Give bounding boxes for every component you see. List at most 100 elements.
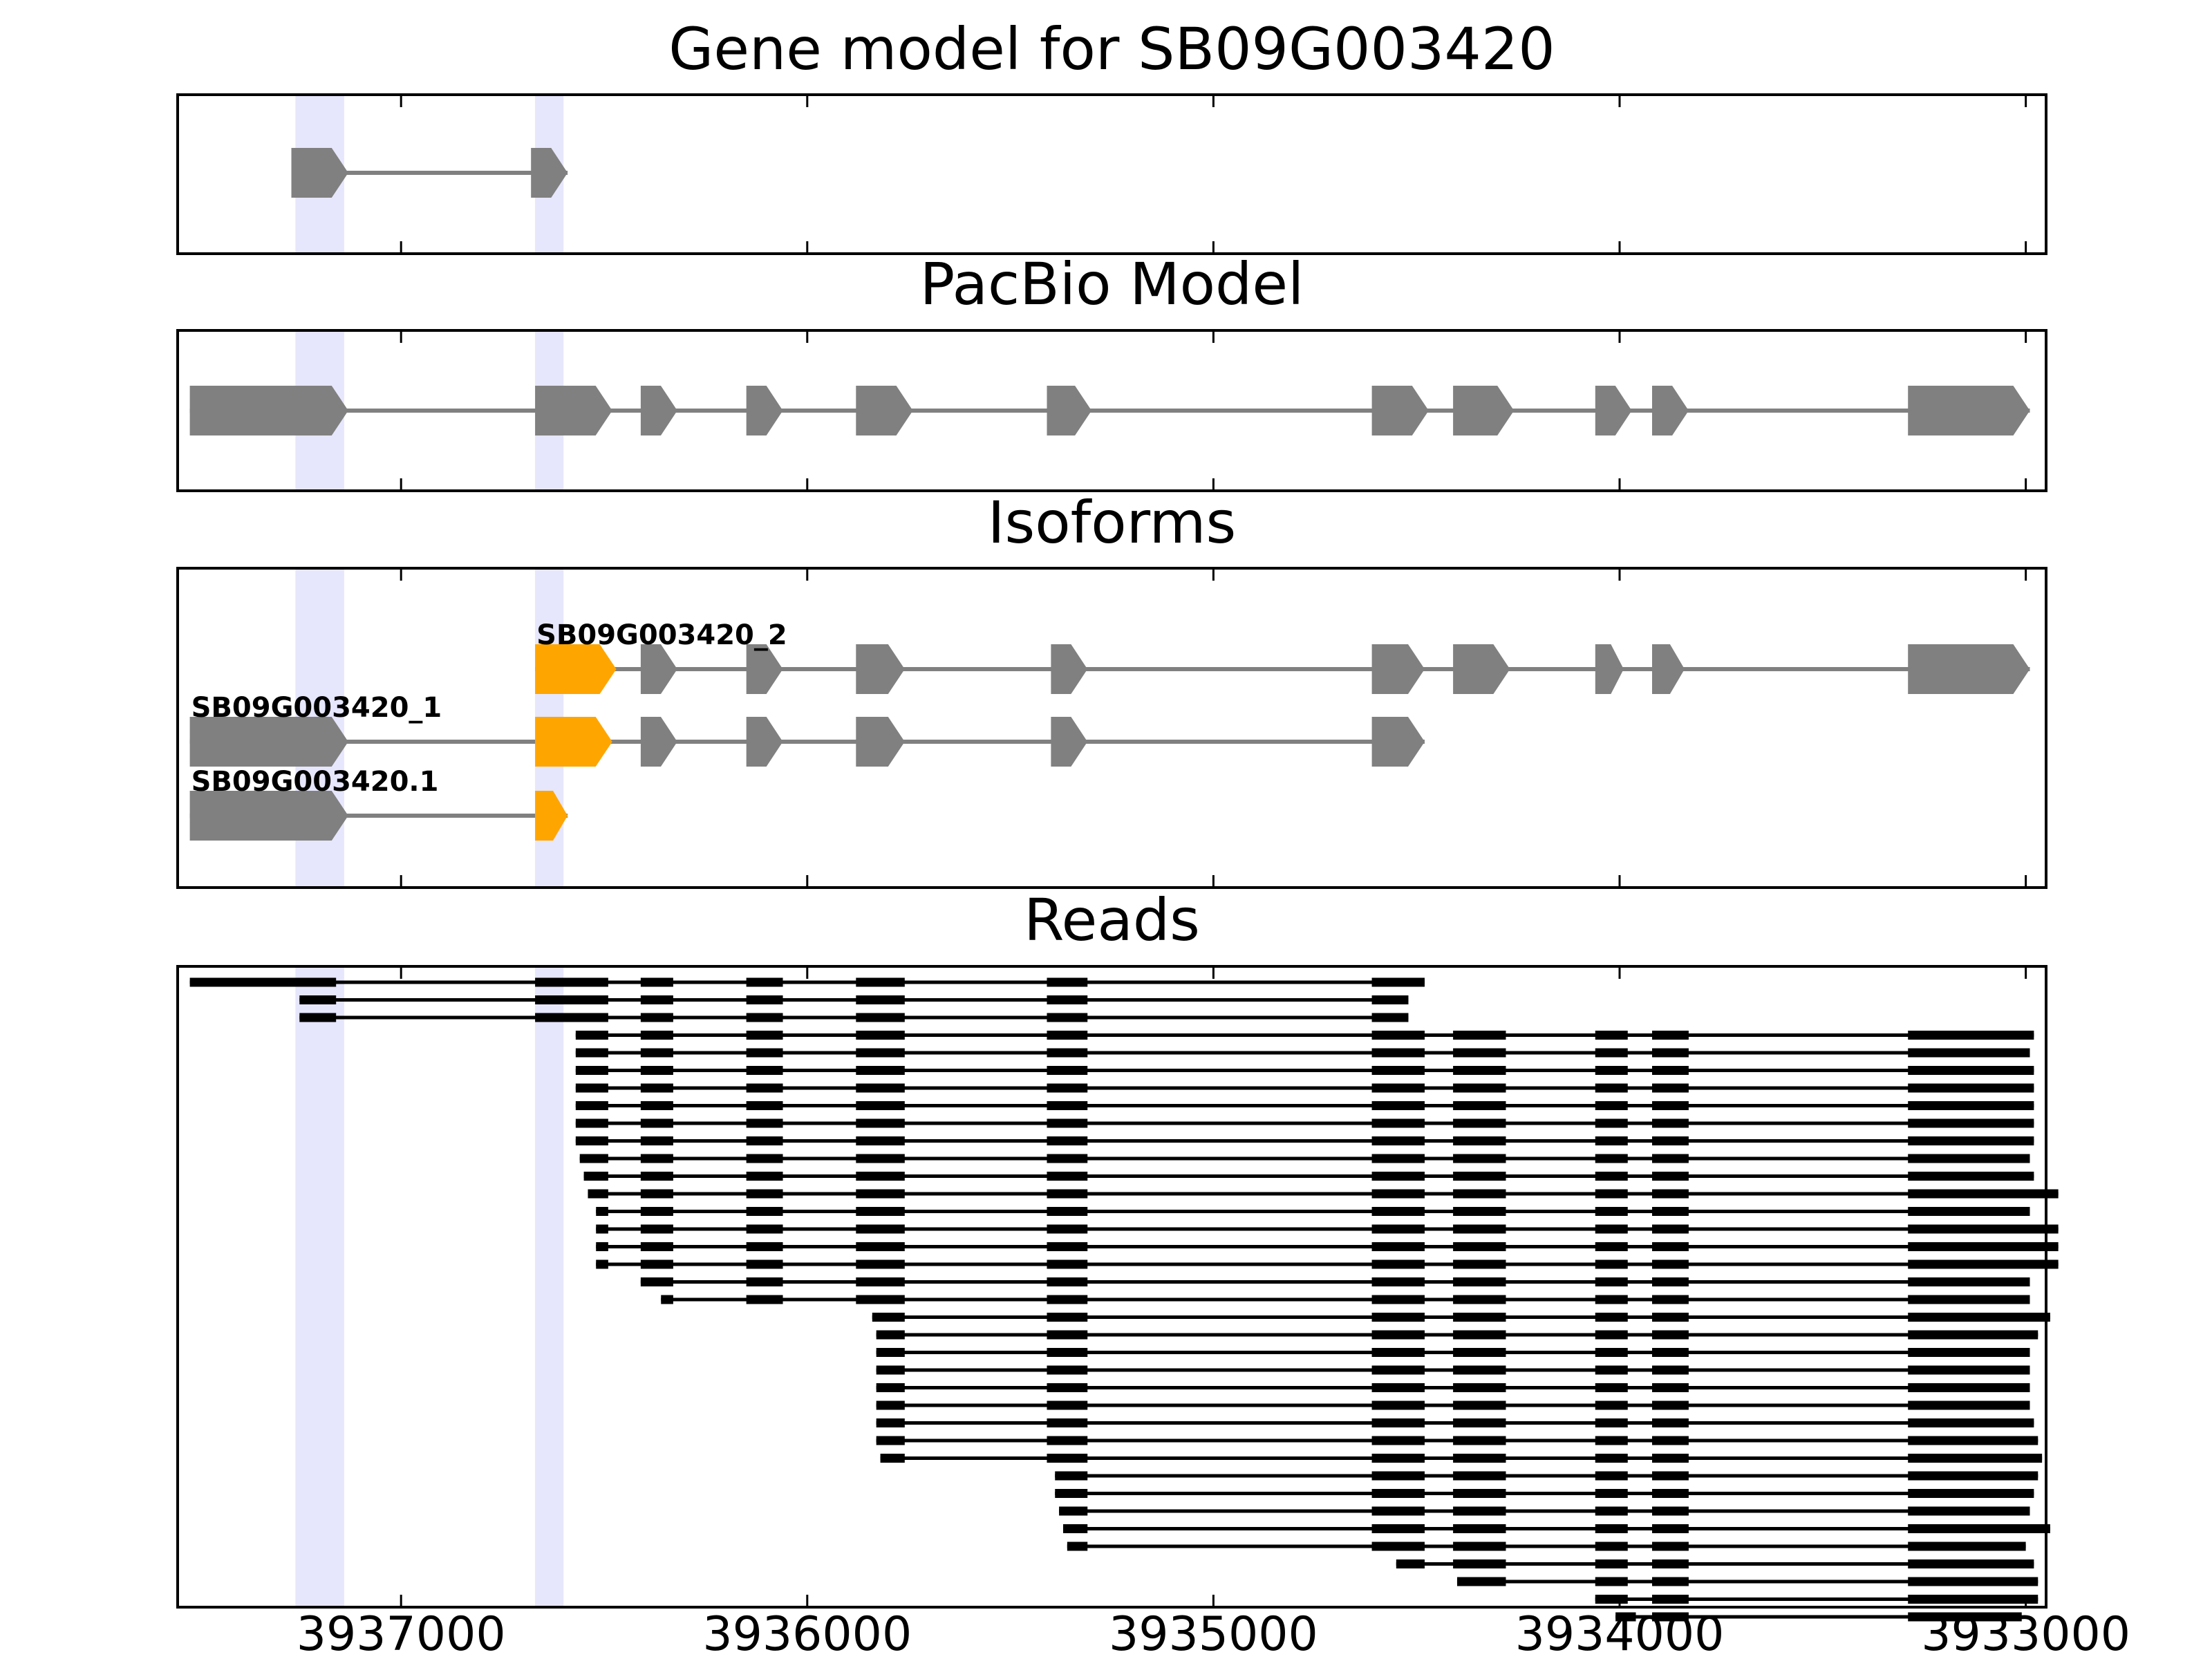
- read-exon: [1047, 1048, 1088, 1058]
- read: [876, 1348, 2030, 1357]
- isoform-label: SB09G003420_2: [536, 619, 787, 651]
- read-exon: [746, 1136, 783, 1145]
- x-tick-label: 3935000: [1109, 1607, 1318, 1659]
- read-exon: [1453, 1400, 1506, 1410]
- panel-background: [178, 568, 2046, 888]
- read-exon: [1047, 1383, 1088, 1392]
- read-exon: [1371, 1083, 1425, 1093]
- read-exon: [746, 1031, 783, 1040]
- read-exon: [1453, 1295, 1506, 1304]
- read: [575, 1083, 2034, 1093]
- read: [1055, 1471, 2038, 1481]
- read-exon: [1908, 1365, 2030, 1375]
- read-exon: [1652, 1066, 1689, 1075]
- exon-highlighted: [535, 717, 612, 767]
- read-exon: [575, 1101, 608, 1110]
- read-exon: [1652, 1101, 1689, 1110]
- read-exon: [1908, 1172, 2034, 1181]
- read-exon: [746, 1277, 783, 1286]
- read-exon: [299, 1013, 337, 1022]
- exon: [1371, 717, 1425, 767]
- read-exon: [1595, 1207, 1628, 1216]
- read-exon: [1615, 1612, 1636, 1622]
- read-exon: [856, 1259, 905, 1269]
- read-exon: [746, 1118, 783, 1128]
- read-exon: [1652, 1348, 1689, 1357]
- x-tick-label: 3936000: [702, 1607, 912, 1659]
- read-exon: [1595, 1313, 1628, 1322]
- panel-title: Gene model for SB09G003420: [668, 15, 1555, 83]
- read: [1055, 1489, 2034, 1498]
- read-exon: [1371, 1189, 1425, 1199]
- read-exon: [856, 1048, 905, 1058]
- exon: [1371, 644, 1425, 694]
- panel-title: PacBio Model: [920, 250, 1304, 318]
- read-exon: [640, 1136, 673, 1145]
- read-exon: [1047, 1154, 1088, 1163]
- read-exon: [1595, 1524, 1628, 1533]
- read-exon: [1047, 995, 1088, 1004]
- read-exon: [746, 1242, 783, 1251]
- exon: [640, 386, 677, 435]
- read-exon: [746, 1083, 783, 1093]
- read-exon: [876, 1365, 905, 1375]
- panel-pacbio-model: PacBio Model: [176, 250, 2047, 492]
- exon: [856, 717, 905, 767]
- read-exon: [583, 1172, 608, 1181]
- read-exon: [1652, 1313, 1689, 1322]
- read: [189, 977, 1425, 987]
- exon: [1371, 386, 1429, 435]
- read-exon: [1371, 1489, 1425, 1498]
- read-exon: [1595, 1277, 1628, 1286]
- read-exon: [1371, 1295, 1425, 1304]
- read-exon: [1453, 1330, 1506, 1340]
- read-exon: [1908, 1295, 2030, 1304]
- read-exon: [1652, 1612, 1689, 1622]
- read-exon: [1595, 1330, 1628, 1340]
- read-exon: [1371, 1418, 1425, 1427]
- read-exon: [1453, 1189, 1506, 1199]
- read-exon: [1453, 1136, 1506, 1145]
- read-exon: [1595, 1295, 1628, 1304]
- read-exon: [1047, 1454, 1088, 1463]
- read: [640, 1277, 2030, 1286]
- read-exon: [1652, 1506, 1689, 1516]
- read-exon: [746, 1189, 783, 1199]
- read-exon: [1047, 1083, 1088, 1093]
- read-exon: [1371, 1313, 1425, 1322]
- exon: [856, 386, 913, 435]
- read: [876, 1383, 2030, 1392]
- read-exon: [1453, 1383, 1506, 1392]
- read-exon: [1047, 1259, 1088, 1269]
- read-exon: [1371, 1031, 1425, 1040]
- read-exon: [1453, 1418, 1506, 1427]
- read-exon: [640, 1066, 673, 1075]
- read-exon: [535, 1013, 608, 1022]
- read-exon: [1908, 1506, 2030, 1516]
- read-exon: [1371, 1454, 1425, 1463]
- read-exon: [1453, 1559, 1506, 1568]
- read-exon: [856, 1101, 905, 1110]
- read-exon: [640, 1224, 673, 1234]
- read-exon: [1908, 1242, 2059, 1251]
- read-exon: [1652, 1489, 1689, 1498]
- read-exon: [1908, 1259, 2059, 1269]
- read-exon: [535, 977, 608, 987]
- read-exon: [1453, 1031, 1506, 1040]
- read-exon: [1908, 1118, 2034, 1128]
- read-exon: [1453, 1154, 1506, 1163]
- read-exon: [1371, 1471, 1425, 1481]
- read-exon: [1595, 1172, 1628, 1181]
- read-exon: [1055, 1471, 1088, 1481]
- read-exon: [746, 977, 783, 987]
- read-exon: [1908, 1383, 2030, 1392]
- read-exon: [575, 1118, 608, 1128]
- read-exon: [876, 1330, 905, 1340]
- read-exon: [1595, 1559, 1628, 1568]
- read-exon: [1371, 1400, 1425, 1410]
- read-exon: [1453, 1277, 1506, 1286]
- read: [1595, 1595, 2038, 1604]
- read: [579, 1154, 2030, 1163]
- panel-background: [178, 966, 2046, 1607]
